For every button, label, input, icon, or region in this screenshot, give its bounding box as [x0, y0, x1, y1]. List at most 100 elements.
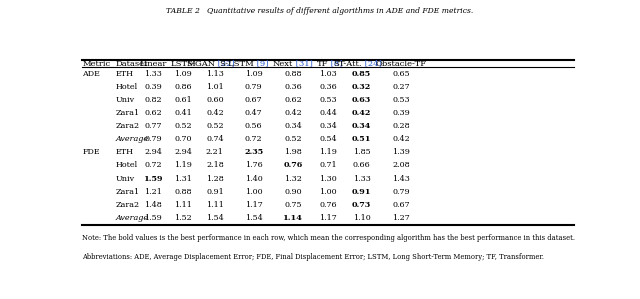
Text: 0.85: 0.85	[352, 70, 371, 78]
Text: ST-Att.: ST-Att.	[333, 60, 362, 68]
Text: [31]: [31]	[293, 60, 313, 68]
Text: 0.72: 0.72	[244, 135, 262, 143]
Text: 0.79: 0.79	[145, 135, 162, 143]
Text: 1.33: 1.33	[353, 175, 371, 183]
Text: 0.90: 0.90	[284, 188, 302, 196]
Text: 0.63: 0.63	[352, 96, 371, 104]
Text: Metric: Metric	[83, 60, 111, 68]
Text: 1.17: 1.17	[319, 214, 337, 222]
Text: 2.18: 2.18	[206, 161, 224, 170]
Text: 1.43: 1.43	[392, 175, 410, 183]
Text: 0.67: 0.67	[392, 201, 410, 209]
Text: TABLE 2   Quantitative results of different algorithms in ADE and FDE metrics.: TABLE 2 Quantitative results of differen…	[166, 7, 474, 16]
Text: 0.41: 0.41	[174, 109, 192, 117]
Text: 0.42: 0.42	[284, 109, 302, 117]
Text: 0.67: 0.67	[244, 96, 262, 104]
Text: 1.11: 1.11	[174, 201, 192, 209]
Text: 1.48: 1.48	[145, 201, 163, 209]
Text: 0.34: 0.34	[284, 122, 302, 130]
Text: 1.39: 1.39	[392, 148, 410, 156]
Text: 0.71: 0.71	[319, 161, 337, 170]
Text: 0.39: 0.39	[392, 109, 410, 117]
Text: 0.61: 0.61	[174, 96, 192, 104]
Text: 0.42: 0.42	[352, 109, 371, 117]
Text: 1.21: 1.21	[145, 188, 163, 196]
Text: 0.60: 0.60	[206, 96, 224, 104]
Text: 0.32: 0.32	[352, 83, 371, 91]
Text: 1.33: 1.33	[145, 70, 163, 78]
Text: Zara2: Zara2	[116, 201, 140, 209]
Text: 0.86: 0.86	[174, 83, 192, 91]
Text: Univ: Univ	[116, 96, 135, 104]
Text: Average: Average	[116, 135, 149, 143]
Text: Abbreviations: ADE, Average Displacement Error; FDE, Final Displacement Error; L: Abbreviations: ADE, Average Displacement…	[83, 253, 545, 261]
Text: 0.88: 0.88	[175, 188, 192, 196]
Text: 1.28: 1.28	[206, 175, 224, 183]
Text: ADE: ADE	[83, 70, 100, 78]
Text: Next: Next	[273, 60, 293, 68]
Text: FDE: FDE	[83, 148, 100, 156]
Text: TF: TF	[317, 60, 328, 68]
Text: 0.36: 0.36	[284, 83, 302, 91]
Text: 0.42: 0.42	[206, 109, 224, 117]
Text: 0.79: 0.79	[392, 188, 410, 196]
Text: 1.52: 1.52	[174, 214, 192, 222]
Text: 0.54: 0.54	[319, 135, 337, 143]
Text: Zara1: Zara1	[116, 109, 140, 117]
Text: 0.44: 0.44	[319, 109, 337, 117]
Text: 0.52: 0.52	[284, 135, 302, 143]
Text: 1.17: 1.17	[244, 201, 262, 209]
Text: 0.76: 0.76	[284, 161, 303, 170]
Text: 1.59: 1.59	[143, 175, 163, 183]
Text: Note: The bold values is the best performance in each row, which mean the corres: Note: The bold values is the best perfor…	[83, 234, 575, 242]
Text: 2.94: 2.94	[145, 148, 163, 156]
Text: 1.31: 1.31	[174, 175, 192, 183]
Text: 1.76: 1.76	[244, 161, 262, 170]
Text: 1.59: 1.59	[145, 214, 163, 222]
Text: 1.19: 1.19	[319, 148, 337, 156]
Text: LSTM: LSTM	[170, 60, 196, 68]
Text: 2.08: 2.08	[392, 161, 410, 170]
Text: 0.28: 0.28	[392, 122, 410, 130]
Text: 1.09: 1.09	[174, 70, 192, 78]
Text: 1.00: 1.00	[319, 188, 337, 196]
Text: 2.21: 2.21	[206, 148, 224, 156]
Text: 1.01: 1.01	[206, 83, 224, 91]
Text: S-LSTM: S-LSTM	[219, 60, 253, 68]
Text: S-GAN: S-GAN	[186, 60, 215, 68]
Text: 0.73: 0.73	[352, 201, 371, 209]
Text: 0.53: 0.53	[319, 96, 337, 104]
Text: ETH: ETH	[116, 148, 134, 156]
Text: 0.76: 0.76	[319, 201, 337, 209]
Text: Univ: Univ	[116, 175, 135, 183]
Text: 1.85: 1.85	[353, 148, 371, 156]
Text: ETH: ETH	[116, 70, 134, 78]
Text: 1.13: 1.13	[206, 70, 224, 78]
Text: [9]: [9]	[253, 60, 268, 68]
Text: 1.11: 1.11	[206, 201, 224, 209]
Text: 0.42: 0.42	[392, 135, 410, 143]
Text: 0.65: 0.65	[392, 70, 410, 78]
Text: 0.39: 0.39	[145, 83, 163, 91]
Text: 0.91: 0.91	[206, 188, 224, 196]
Text: 1.54: 1.54	[206, 214, 224, 222]
Text: 2.94: 2.94	[174, 148, 192, 156]
Text: 1.10: 1.10	[353, 214, 371, 222]
Text: 0.66: 0.66	[353, 161, 371, 170]
Text: 0.70: 0.70	[175, 135, 192, 143]
Text: Obstacle-TF: Obstacle-TF	[376, 60, 427, 68]
Text: 0.62: 0.62	[284, 96, 302, 104]
Text: 0.62: 0.62	[145, 109, 163, 117]
Text: 0.47: 0.47	[244, 109, 262, 117]
Text: Average: Average	[116, 214, 149, 222]
Text: 0.36: 0.36	[319, 83, 337, 91]
Text: Zara2: Zara2	[116, 122, 140, 130]
Text: 0.77: 0.77	[145, 122, 162, 130]
Text: 1.03: 1.03	[319, 70, 337, 78]
Text: [24]: [24]	[362, 60, 381, 68]
Text: 0.88: 0.88	[285, 70, 302, 78]
Text: 1.40: 1.40	[244, 175, 262, 183]
Text: 0.34: 0.34	[352, 122, 371, 130]
Text: 0.75: 0.75	[285, 201, 302, 209]
Text: 1.14: 1.14	[284, 214, 303, 222]
